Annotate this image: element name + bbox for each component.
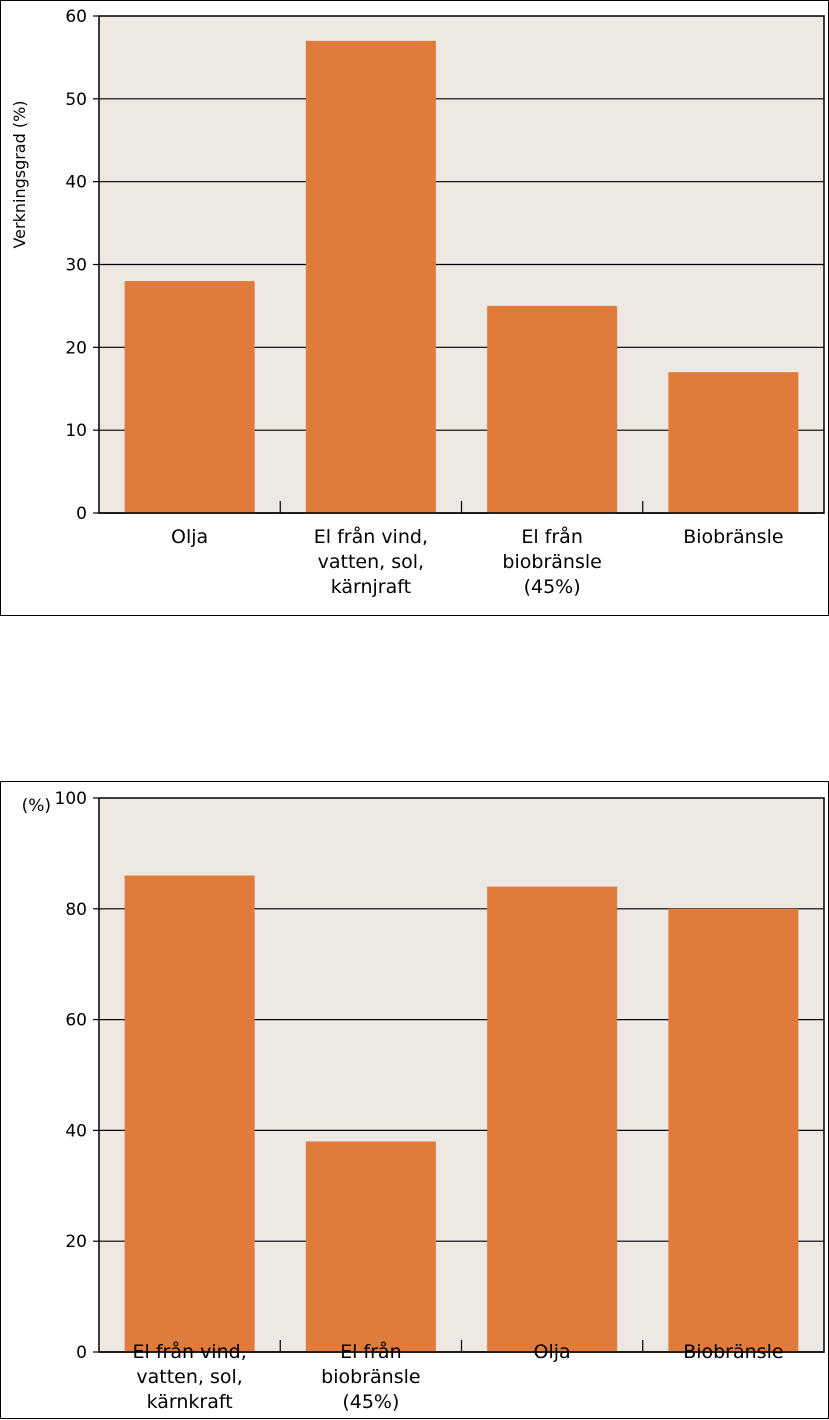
- y-tick-label: 60: [65, 1011, 87, 1031]
- x-category-label-line: (45%): [524, 576, 581, 598]
- y-unit-label: (%): [22, 796, 51, 816]
- x-category-label-line: Olja: [534, 1341, 571, 1363]
- y-tick-label: 60: [65, 7, 87, 27]
- bar: [124, 875, 255, 1352]
- y-tick-label: 20: [65, 1232, 87, 1252]
- x-category-label-line: El från vind,: [314, 525, 428, 548]
- y-tick-label: 20: [65, 338, 87, 358]
- y-tick-label: 80: [65, 900, 87, 920]
- x-category-label-line: Biobränsle: [683, 1341, 783, 1363]
- x-category-label-line: El från: [340, 1340, 402, 1363]
- x-category-label-line: Biobränsle: [683, 526, 783, 548]
- x-category-label-line: vatten, sol,: [318, 551, 424, 573]
- chart-1-frame: 0 10 20 30 40 50 60 Olja El från vind, vatten, so…: [0, 0, 829, 616]
- chart-1-svg: 0 10 20 30 40 50 60 Olja El från vind, vatten, so…: [10, 7, 825, 598]
- chart-2-frame: 0 20 40 60 80 100 El från vind, vatten, sol, kär…: [0, 781, 829, 1419]
- x-category-label: El från biobränsle (45%): [321, 1340, 420, 1413]
- chart-2-svg: 0 20 40 60 80 100 El från vind, vatten, sol, kär…: [22, 789, 825, 1413]
- x-category-label-line: kärnkraft: [147, 1391, 233, 1413]
- x-category-label-line: El från: [521, 525, 583, 548]
- y-tick-label: 40: [65, 1121, 87, 1141]
- x-category-label-line: biobränsle: [321, 1366, 420, 1388]
- x-category-label-line: (45%): [342, 1391, 399, 1413]
- x-category-label-line: vatten, sol,: [136, 1366, 242, 1388]
- bar: [305, 40, 436, 513]
- x-category-label: Olja: [534, 1341, 571, 1363]
- x-category-label: Olja: [171, 526, 208, 548]
- x-category-label-line: Olja: [171, 526, 208, 548]
- bar: [668, 372, 799, 513]
- bar: [124, 281, 255, 513]
- bar: [487, 886, 618, 1352]
- x-category-label-line: kärnjraft: [331, 576, 411, 598]
- y-axis-title: Verkningsgrad (%): [10, 100, 29, 248]
- x-category-label: Biobränsle: [683, 1341, 783, 1363]
- y-tick-label: 50: [65, 90, 87, 110]
- y-tick-label: 0: [76, 1343, 87, 1363]
- bar: [305, 1141, 436, 1352]
- x-category-label: Biobränsle: [683, 526, 783, 548]
- x-category-label: El från biobränsle (45%): [502, 525, 601, 598]
- y-tick-label: 100: [55, 789, 87, 809]
- y-tick-label: 30: [65, 256, 87, 276]
- y-tick-label: 0: [76, 504, 87, 524]
- x-category-label-line: biobränsle: [502, 551, 601, 573]
- y-tick-label: 10: [65, 421, 87, 441]
- x-category-label: El från vind, vatten, sol, kärnjraft: [314, 525, 428, 598]
- y-tick-label: 40: [65, 173, 87, 193]
- bar: [668, 908, 799, 1352]
- x-category-label: El från vind, vatten, sol, kärnkraft: [133, 1340, 247, 1413]
- x-category-label-line: El från vind,: [133, 1340, 247, 1363]
- bar: [487, 305, 618, 513]
